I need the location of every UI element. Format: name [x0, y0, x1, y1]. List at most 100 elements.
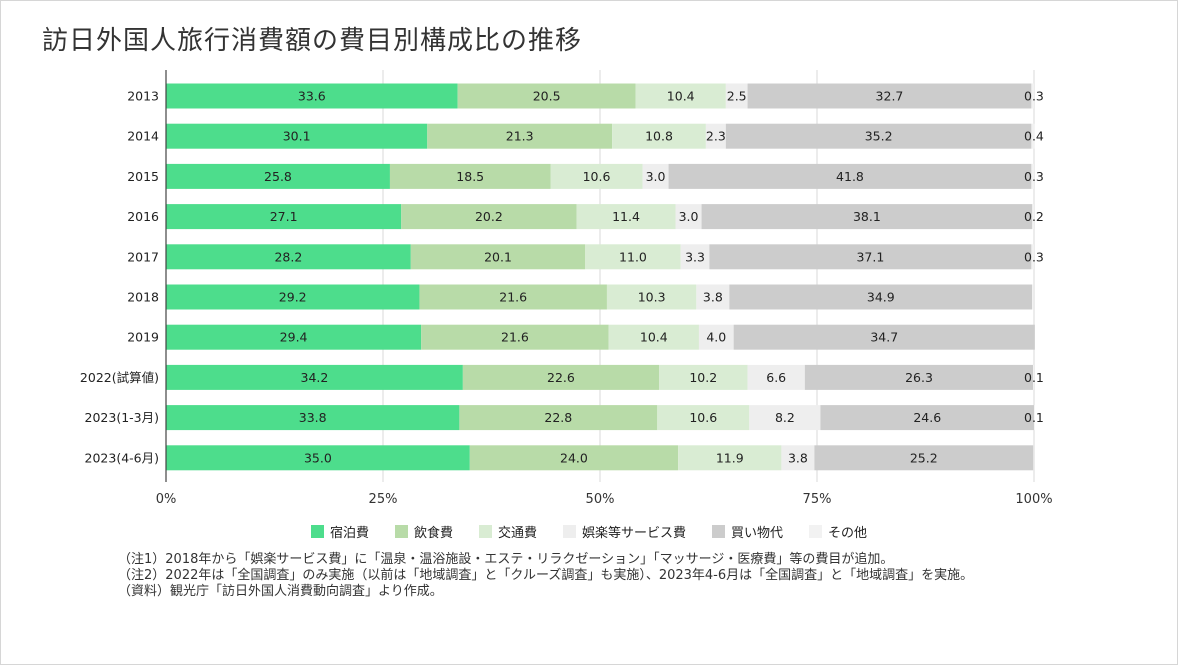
bar-segment	[166, 364, 463, 390]
chart-title: 訪日外国人旅行消費額の費目別構成比の推移	[42, 26, 583, 56]
data-label: 10.3	[638, 290, 666, 305]
data-label: 34.7	[870, 330, 898, 345]
data-label: 0.3	[1024, 169, 1044, 184]
x-tick-label: 50%	[586, 492, 615, 507]
legend-item: 娯楽等サービス費	[563, 522, 686, 541]
data-label: 0.3	[1024, 249, 1044, 264]
data-label: 20.5	[533, 89, 561, 104]
x-tick-label: 75%	[803, 492, 832, 507]
data-label: 30.1	[283, 129, 311, 144]
bar-segment	[701, 204, 1033, 230]
y-category-label: 2013	[127, 89, 159, 104]
bar-segment	[410, 244, 586, 270]
data-label: 10.4	[667, 89, 695, 104]
bar-segment	[820, 405, 1034, 431]
bar-segment	[166, 324, 422, 350]
data-label: 6.6	[766, 370, 786, 385]
data-label: 22.8	[544, 410, 572, 425]
data-label: 24.0	[560, 450, 588, 465]
legend-swatch	[478, 525, 492, 538]
data-label: 29.4	[280, 330, 308, 345]
legend-label: 宿泊費	[329, 526, 369, 541]
data-label: 28.2	[274, 249, 302, 264]
bar-segment	[427, 123, 613, 149]
data-label: 11.9	[716, 450, 744, 465]
note-source: （資料）観光庁「訪日外国人消費動向調査」より作成。	[118, 584, 443, 599]
bar-segment	[814, 445, 1034, 471]
legend-label: 飲食費	[413, 526, 453, 541]
data-label: 3.3	[685, 249, 705, 264]
data-label: 0.4	[1024, 129, 1044, 144]
data-label: 8.2	[775, 410, 795, 425]
data-label: 27.1	[270, 209, 298, 224]
legend-swatch	[310, 525, 324, 538]
data-label: 20.2	[475, 209, 503, 224]
data-label: 2.5	[727, 89, 747, 104]
bar-segment	[421, 324, 609, 350]
bar-segment	[462, 364, 660, 390]
legend-swatch	[394, 525, 408, 538]
y-category-label: 2023(4-6月)	[85, 450, 159, 465]
legend-label: 買い物代	[731, 526, 784, 541]
bar-segment	[749, 405, 821, 431]
bar-segment	[729, 284, 1033, 310]
bar-segment	[747, 364, 805, 390]
y-category-label: 2019	[127, 330, 159, 345]
legend-swatch	[809, 525, 823, 538]
bar-segment	[166, 445, 470, 471]
y-category-label: 2022(試算値)	[80, 370, 159, 385]
y-category-label: 2015	[127, 169, 159, 184]
data-label: 0.3	[1024, 89, 1044, 104]
data-label: 3.8	[703, 290, 723, 305]
data-label: 3.0	[646, 169, 666, 184]
data-label: 32.7	[876, 89, 904, 104]
bar-segment	[166, 284, 420, 310]
bar-segment	[419, 284, 607, 310]
bar-segment	[733, 324, 1035, 350]
data-label: 35.2	[865, 129, 893, 144]
bar-segment	[1031, 123, 1035, 149]
data-label: 18.5	[456, 169, 484, 184]
data-label: 21.6	[501, 330, 529, 345]
data-label: 10.2	[689, 370, 717, 385]
bar-segment	[550, 163, 643, 189]
data-label: 26.3	[905, 370, 933, 385]
legend-item: 宿泊費	[310, 522, 369, 541]
bar-segment	[725, 83, 748, 109]
x-tick-label: 100%	[1015, 492, 1052, 507]
bar-segment	[747, 83, 1032, 109]
bar-segment	[635, 83, 726, 109]
data-label: 29.2	[279, 290, 307, 305]
bar-segment	[612, 123, 706, 149]
bar-segment	[680, 244, 710, 270]
data-label: 4.0	[706, 330, 726, 345]
bar-segment	[1031, 163, 1034, 189]
legend-label: 娯楽等サービス費	[582, 526, 687, 541]
data-label: 33.6	[298, 89, 326, 104]
data-label: 41.8	[836, 169, 864, 184]
data-label: 0.1	[1024, 370, 1044, 385]
legend-label: 交通費	[497, 526, 537, 541]
bar-segment	[1034, 405, 1035, 431]
data-label: 10.8	[645, 129, 673, 144]
bar-segment	[675, 204, 702, 230]
data-label: 34.2	[301, 370, 329, 385]
data-label: 2.3	[706, 129, 726, 144]
bar-segment	[166, 163, 390, 189]
data-label: 21.3	[506, 129, 534, 144]
bar-segment	[1032, 204, 1034, 230]
legend-item: その他	[809, 522, 867, 541]
data-label: 10.6	[689, 410, 717, 425]
data-label: 34.9	[867, 290, 895, 305]
bar-segment	[696, 284, 730, 310]
bar-segment	[389, 163, 551, 189]
data-label: 25.2	[910, 450, 938, 465]
bar-segment	[166, 204, 402, 230]
x-tick-label: 25%	[369, 492, 398, 507]
bar-segment	[166, 244, 411, 270]
y-category-label: 2016	[127, 209, 159, 224]
bar-segment	[1031, 244, 1034, 270]
y-category-label: 2023(1-3月)	[85, 410, 159, 425]
bar-segment	[166, 83, 458, 109]
